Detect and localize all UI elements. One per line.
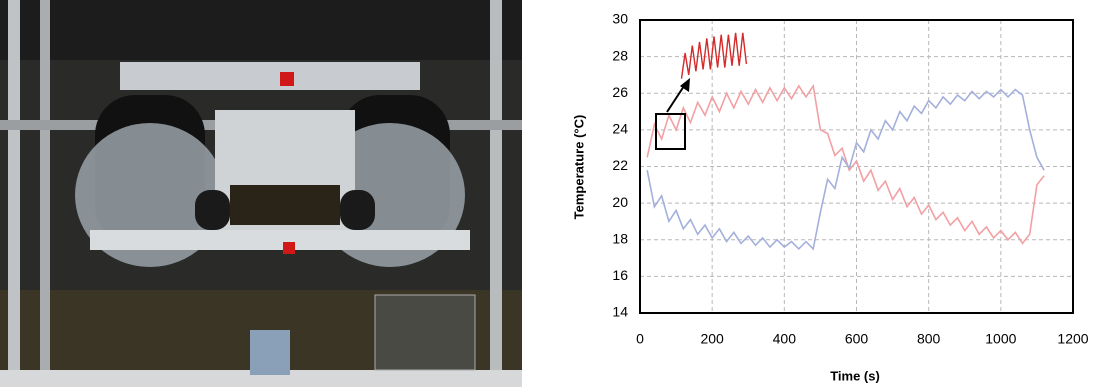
x-tick-label: 600 [845,331,869,347]
photo [0,0,522,387]
series-line [646,88,1045,251]
arrow-head [680,78,690,92]
y-tick-label: 24 [612,121,628,137]
x-tick-label: 1200 [1057,331,1088,347]
x-tick-label: 200 [700,331,724,347]
y-axis-label: Temperature (°C) [571,115,586,220]
x-tick-label: 800 [917,331,941,347]
y-tick-label: 20 [612,194,628,210]
x-axis-label: Time (s) [830,368,880,383]
x-tick-label: 1000 [985,331,1016,347]
y-tick-label: 14 [612,304,628,320]
y-tick-label: 22 [612,157,628,173]
series-line [646,83,1045,245]
x-tick-label: 0 [636,331,644,347]
inset-line [680,32,748,79]
y-tick-label: 26 [612,84,628,100]
y-tick-label: 28 [612,47,628,63]
y-tick-label: 16 [612,267,628,283]
y-tick-label: 30 [612,11,628,27]
y-tick-label: 18 [612,230,628,246]
plot-frame [639,19,1074,314]
x-tick-label: 400 [773,331,797,347]
zoom-box [655,113,686,150]
